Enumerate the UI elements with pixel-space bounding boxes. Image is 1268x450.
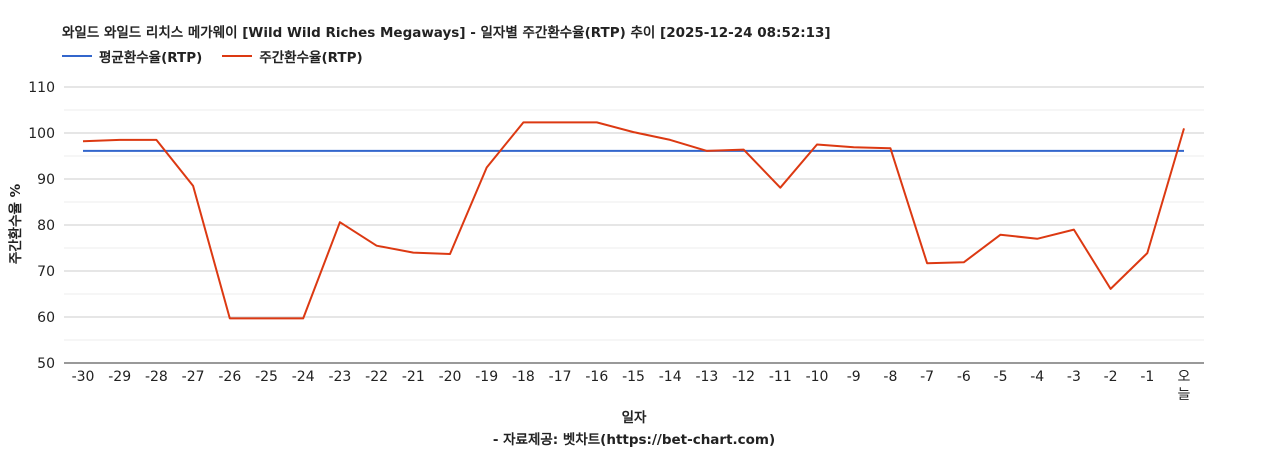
x-tick-label: -3 <box>1067 369 1081 385</box>
x-tick-label: -17 <box>549 369 572 385</box>
y-tick-label: 90 <box>37 172 55 188</box>
x-tick-label: -13 <box>695 369 718 385</box>
x-tick-label: -9 <box>847 369 861 385</box>
x-tick-label: -28 <box>145 369 168 385</box>
x-tick-label: -4 <box>1030 369 1044 385</box>
x-tick-label: -10 <box>806 369 829 385</box>
x-tick-label: -25 <box>255 369 278 385</box>
series-line-weekly <box>82 121 1185 320</box>
y-tick-label: 100 <box>28 126 55 142</box>
chart-title: 와일드 와일드 리치스 메가웨이 [Wild Wild Riches Megaw… <box>62 25 831 41</box>
source-note: - 자료제공: 벳차트(https://bet-chart.com) <box>492 432 776 448</box>
legend-label-weekly: 주간환수율(RTP) <box>259 50 363 66</box>
x-tick-label: -8 <box>883 369 897 385</box>
x-tick-label: -22 <box>365 369 388 385</box>
x-tick-label: -23 <box>328 369 351 385</box>
x-tick-label: -15 <box>622 369 645 385</box>
series-lines <box>82 121 1185 320</box>
x-tick-label: -11 <box>769 369 792 385</box>
legend-swatch-weekly <box>222 55 253 57</box>
x-tick-label: -2 <box>1104 369 1118 385</box>
y-tick-label: 50 <box>37 356 55 372</box>
y-tick-labels: 50 60 70 80 90 100 110 <box>28 80 55 372</box>
x-tick-label: -18 <box>512 369 535 385</box>
x-tick-label: -6 <box>957 369 971 385</box>
x-tick-label: -20 <box>439 369 462 385</box>
x-tick-label: -5 <box>994 369 1008 385</box>
y-axis-label: 주간환수율 % <box>8 183 24 265</box>
major-gridlines <box>64 86 1204 364</box>
y-tick-label: 70 <box>37 264 55 280</box>
legend-item-average[interactable]: 평균환수율(RTP) <box>62 46 202 66</box>
legend-item-weekly[interactable]: 주간환수율(RTP) <box>222 46 363 66</box>
x-axis-label: 일자 <box>621 410 647 426</box>
x-tick-label: -24 <box>292 369 315 385</box>
x-tick-labels: -30 -29 -28 -27 -26 -25 -24 -23 -22 -21 -20 -19 -18-… <box>72 369 1191 403</box>
x-tick-label: -12 <box>732 369 755 385</box>
x-tick-label: -30 <box>72 369 95 385</box>
y-tick-label: 80 <box>37 218 55 234</box>
x-tick-label: -26 <box>218 369 241 385</box>
minor-gridlines <box>64 109 1204 341</box>
x-tick-label: -1 <box>1140 369 1154 385</box>
x-tick-label: -7 <box>920 369 934 385</box>
legend-swatch-average <box>62 55 92 57</box>
legend-label-average: 평균환수율(RTP) <box>99 50 203 66</box>
x-tick-label: -19 <box>475 369 498 385</box>
x-tick-label: -29 <box>108 369 131 385</box>
x-tick-label: -16 <box>585 369 608 385</box>
x-tick-label: -27 <box>182 369 205 385</box>
legend: 평균환수율(RTP) 주간환수율(RTP) <box>62 46 363 66</box>
x-tick-label: -21 <box>402 369 425 385</box>
y-tick-label: 60 <box>37 310 55 326</box>
x-tick-label: -14 <box>659 369 682 385</box>
y-tick-label: 110 <box>28 80 55 96</box>
